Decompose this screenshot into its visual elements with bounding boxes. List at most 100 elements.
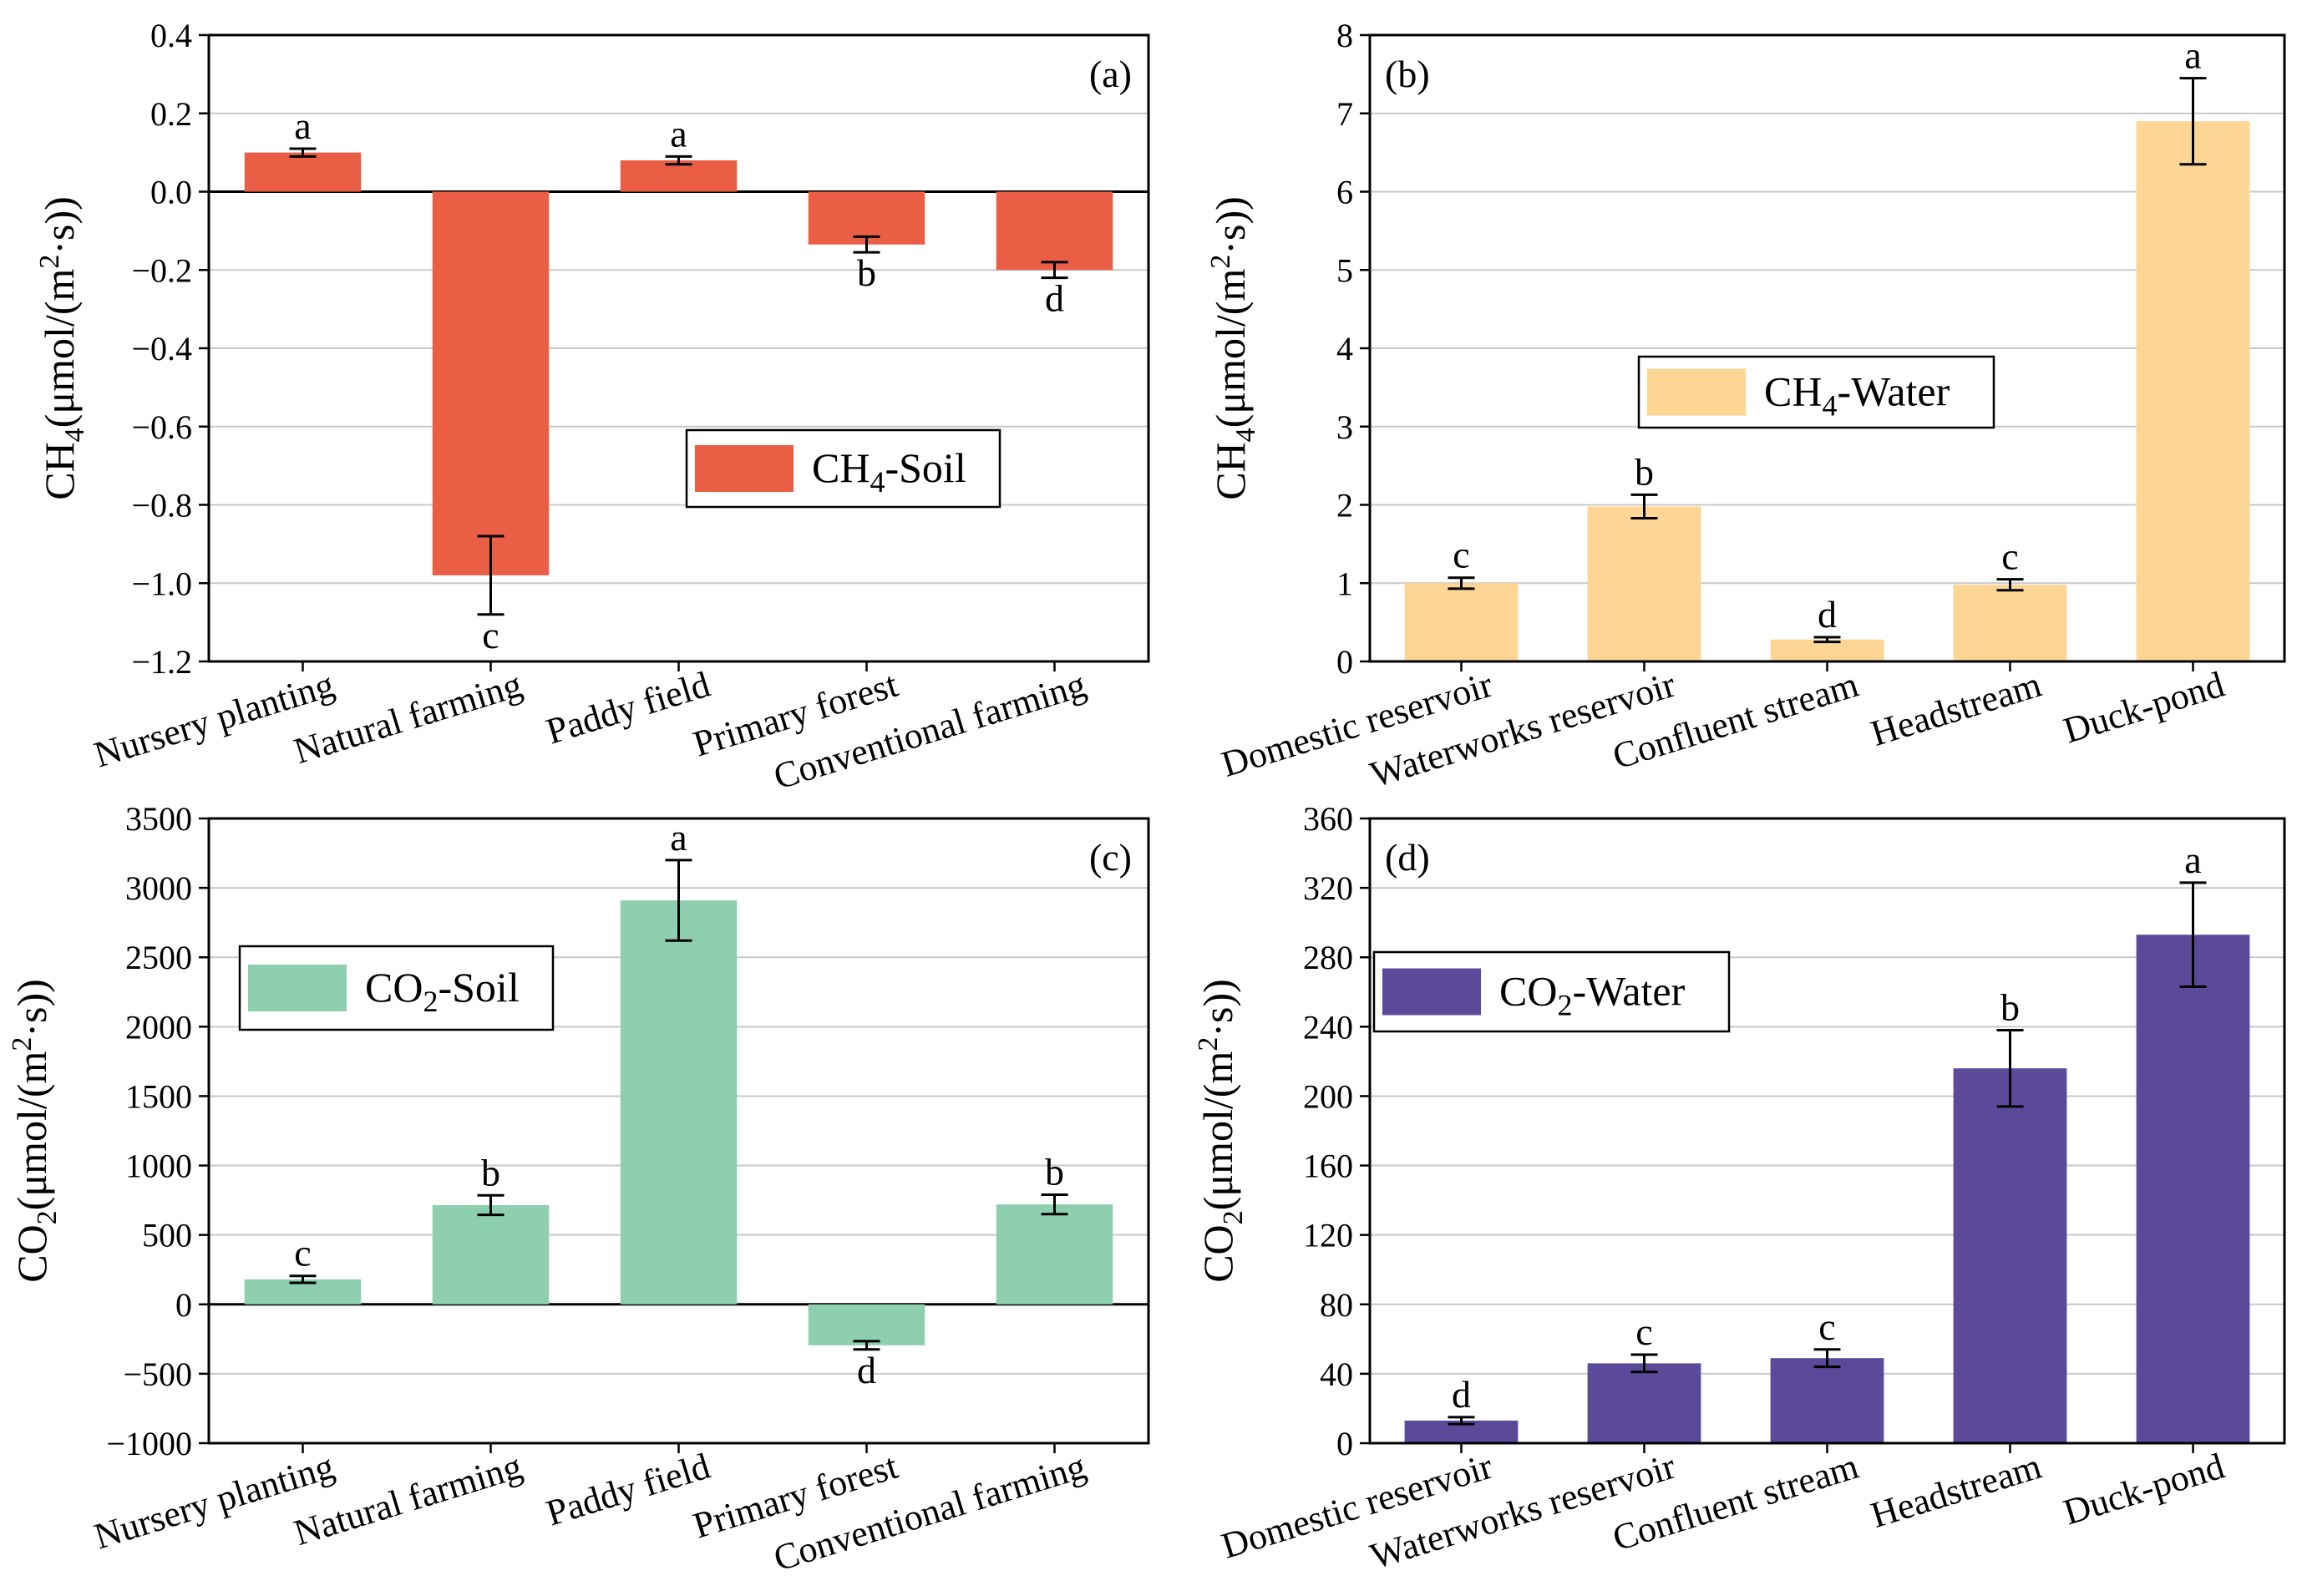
legend-label-part: -Soil [885, 444, 966, 491]
y-tick-label: −1000 [106, 1425, 192, 1462]
bar [1770, 639, 1884, 661]
y-axis-label-part: CH [36, 442, 83, 499]
significance-letter: b [481, 1151, 500, 1193]
legend-swatch [1382, 968, 1481, 1016]
y-tick-label: 0.4 [150, 17, 192, 54]
significance-letter: d [1452, 1373, 1471, 1416]
y-axis-label-part: ·s)) [1207, 196, 1254, 254]
y-tick-label: 7 [1336, 95, 1353, 133]
legend-swatch [248, 965, 347, 1011]
bar [1953, 1068, 2067, 1443]
category-label: Duck-pond [2059, 664, 2229, 752]
y-axis-label: CH4(μmol/(m2·s)) [1205, 196, 1261, 500]
y-tick-label: 2000 [125, 1008, 192, 1046]
y-tick-label: −1.0 [131, 565, 192, 602]
y-tick-label: 1000 [125, 1148, 192, 1185]
y-tick-label: −1.2 [131, 643, 192, 681]
y-axis-label-part: 2 [1193, 1037, 1224, 1051]
bar [620, 160, 738, 192]
legend-label: CO2-Water [1499, 968, 1686, 1022]
y-tick-label: 320 [1303, 869, 1353, 907]
y-axis-label-part: 2 [1218, 1210, 1249, 1224]
legend-label-part: 4 [1822, 389, 1837, 423]
y-tick-label: 2500 [125, 939, 192, 976]
y-tick-label: 120 [1303, 1217, 1353, 1254]
y-axis-label-part: ·s)) [1194, 979, 1241, 1036]
bar [2136, 121, 2250, 661]
significance-letter: c [1453, 534, 1469, 576]
y-tick-label: 0 [175, 1286, 192, 1324]
legend-label-part: 2 [423, 985, 438, 1018]
y-axis-label: CO2(μmol/(m2·s)) [7, 979, 63, 1283]
chart-panel-0: −1.2−1.0−0.8−0.6−0.4−0.20.00.20.4aNurser… [34, 17, 1150, 798]
plot-frame [1368, 817, 2286, 1445]
y-axis-label-part: 2 [34, 255, 65, 269]
y-tick-label: 5 [1336, 251, 1353, 289]
y-tick-label: 3000 [125, 869, 192, 907]
y-tick-label: 1500 [125, 1077, 192, 1115]
y-axis-label-part: CO [8, 1224, 55, 1282]
category-label: Conventional farming [769, 664, 1091, 798]
y-axis-label-part: 4 [1230, 428, 1261, 442]
y-tick-label: 160 [1303, 1148, 1353, 1185]
y-tick-label: 4 [1336, 330, 1353, 367]
y-axis-label-part: 2 [32, 1210, 63, 1224]
category-label: Paddy field [541, 1446, 714, 1534]
bar [1404, 583, 1519, 661]
significance-letter: b [1045, 1150, 1064, 1193]
y-axis-label-part: 2 [7, 1037, 38, 1051]
significance-letter: c [294, 1232, 311, 1274]
category-label: Conventional farming [769, 1446, 1091, 1579]
bar [808, 1304, 925, 1345]
bar [432, 1204, 550, 1305]
y-axis-label-part: ·s)) [8, 979, 55, 1036]
y-tick-label: 0.0 [150, 174, 192, 211]
y-tick-label: 0 [1336, 1425, 1353, 1462]
y-tick-label: −0.6 [131, 408, 192, 446]
significance-letter: d [857, 1349, 876, 1391]
y-axis-label: CH4(μmol/(m2·s)) [34, 196, 90, 500]
y-axis-label: CO2(μmol/(m2·s)) [1193, 979, 1249, 1283]
legend-label-part: -Water [1837, 368, 1950, 415]
significance-letter: d [1818, 593, 1837, 636]
significance-letter: a [670, 816, 687, 859]
legend-swatch [695, 445, 794, 492]
significance-letter: a [2184, 839, 2201, 881]
bar [1587, 506, 1701, 661]
y-tick-label: 200 [1303, 1077, 1353, 1115]
significance-letter: c [2001, 535, 2018, 578]
y-axis-label-part: CO [1194, 1224, 1241, 1282]
bar [1587, 1363, 1701, 1443]
bar [996, 191, 1113, 271]
legend-label-part: CO [1499, 968, 1557, 1015]
significance-letter: a [294, 104, 311, 147]
y-axis-label-part: (μmol/(m [1194, 1051, 1241, 1211]
y-tick-label: 40 [1320, 1355, 1353, 1393]
significance-letter: b [857, 251, 876, 294]
y-tick-label: 360 [1303, 800, 1353, 838]
y-axis-label-part: (μmol/(m [8, 1051, 55, 1211]
y-tick-label: 3500 [125, 800, 192, 838]
significance-letter: c [1818, 1305, 1835, 1348]
bar [1953, 585, 2067, 661]
y-tick-label: 0 [1336, 643, 1353, 681]
plot-frame [1368, 33, 2286, 663]
legend-label-part: 4 [870, 465, 885, 499]
legend-label-part: CO [365, 964, 423, 1011]
legend-label: CO2-Soil [365, 964, 520, 1018]
y-axis-label-part: 2 [1205, 255, 1236, 269]
panel-label: (d) [1385, 836, 1430, 879]
category-label: Headstream [1866, 664, 2046, 754]
chart-panel-2: −1000−5000500100015002000250030003500cNu… [7, 800, 1150, 1579]
y-tick-label: −0.8 [131, 487, 192, 524]
panel-label: (a) [1089, 53, 1132, 95]
significance-letter: c [482, 614, 499, 656]
y-tick-label: 2 [1336, 487, 1353, 524]
y-tick-label: 1 [1336, 565, 1353, 602]
bar [996, 1204, 1113, 1305]
category-label: Paddy field [541, 664, 714, 752]
y-tick-label: 6 [1336, 174, 1353, 211]
